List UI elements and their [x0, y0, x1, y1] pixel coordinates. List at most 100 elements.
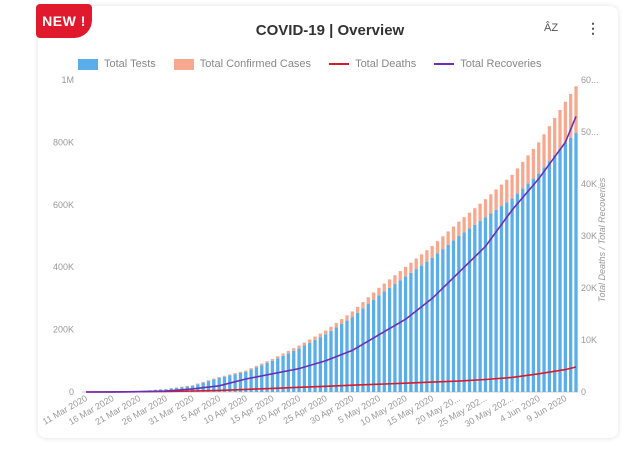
bar-total-confirmed-cases[interactable] — [281, 353, 285, 356]
bar-total-tests[interactable] — [270, 360, 275, 392]
bar-total-confirmed-cases[interactable] — [206, 380, 211, 382]
bar-total-tests[interactable] — [217, 377, 221, 392]
bar-total-confirmed-cases[interactable] — [308, 339, 312, 343]
legend-item-total-deaths[interactable]: Total Deaths — [329, 58, 416, 70]
bar-total-tests[interactable] — [286, 353, 291, 392]
bar-total-confirmed-cases[interactable] — [233, 373, 237, 375]
bar-total-tests[interactable] — [377, 295, 381, 392]
bar-total-confirmed-cases[interactable] — [286, 350, 291, 354]
bar-total-tests[interactable] — [371, 299, 376, 392]
bar-total-tests[interactable] — [499, 206, 504, 392]
legend-item-total-tests[interactable]: Total Tests — [78, 58, 156, 70]
bar-total-tests[interactable] — [249, 369, 253, 392]
legend-item-total-recoveries[interactable]: Total Recoveries — [434, 58, 542, 70]
bar-total-confirmed-cases[interactable] — [494, 189, 498, 210]
bar-total-tests[interactable] — [345, 320, 349, 392]
bar-total-confirmed-cases[interactable] — [201, 381, 205, 383]
bar-total-confirmed-cases[interactable] — [377, 287, 381, 296]
bar-total-confirmed-cases[interactable] — [318, 333, 322, 338]
bar-total-tests[interactable] — [382, 291, 386, 392]
bar-total-confirmed-cases[interactable] — [473, 208, 477, 225]
bar-total-tests[interactable] — [569, 137, 573, 392]
legend-item-total-confirmed-cases[interactable]: Total Confirmed Cases — [173, 58, 311, 70]
bar-total-confirmed-cases[interactable] — [462, 217, 466, 233]
bar-total-confirmed-cases[interactable] — [345, 315, 349, 321]
bar-total-tests[interactable] — [537, 173, 541, 392]
bar-total-tests[interactable] — [515, 193, 520, 392]
bar-total-tests[interactable] — [313, 339, 317, 392]
bar-total-confirmed-cases[interactable] — [340, 319, 344, 324]
bar-total-tests[interactable] — [542, 167, 546, 392]
bar-total-tests[interactable] — [526, 183, 530, 392]
bar-total-confirmed-cases[interactable] — [574, 86, 578, 134]
bar-total-confirmed-cases[interactable] — [521, 161, 525, 189]
bar-total-tests[interactable] — [361, 308, 365, 392]
bar-total-tests[interactable] — [521, 188, 525, 392]
more-options-icon[interactable]: ⋮ — [586, 20, 600, 36]
bar-total-tests[interactable] — [297, 348, 301, 392]
bar-total-confirmed-cases[interactable] — [387, 279, 392, 288]
bar-total-tests[interactable] — [467, 228, 472, 392]
bar-total-tests[interactable] — [276, 358, 280, 392]
bar-total-confirmed-cases[interactable] — [446, 231, 450, 245]
bar-total-confirmed-cases[interactable] — [441, 236, 445, 250]
bar-total-tests[interactable] — [302, 345, 307, 392]
bar-total-confirmed-cases[interactable] — [212, 378, 216, 380]
bar-total-tests[interactable] — [478, 221, 482, 392]
bar-total-tests[interactable] — [446, 244, 450, 392]
bar-total-confirmed-cases[interactable] — [499, 184, 504, 207]
bar-total-confirmed-cases[interactable] — [238, 371, 243, 373]
bar-total-confirmed-cases[interactable] — [483, 199, 488, 218]
bar-total-tests[interactable] — [355, 312, 360, 392]
bar-total-confirmed-cases[interactable] — [457, 221, 461, 236]
line-total-recoveries[interactable] — [85, 116, 577, 393]
bar-total-tests[interactable] — [553, 154, 557, 392]
bar-total-tests[interactable] — [387, 287, 392, 392]
bar-total-confirmed-cases[interactable] — [515, 168, 520, 194]
bar-total-confirmed-cases[interactable] — [531, 148, 536, 179]
bar-total-confirmed-cases[interactable] — [430, 245, 434, 258]
bar-total-confirmed-cases[interactable] — [451, 226, 456, 241]
bar-total-confirmed-cases[interactable] — [537, 142, 541, 174]
bar-total-confirmed-cases[interactable] — [435, 241, 440, 254]
bar-total-confirmed-cases[interactable] — [505, 179, 509, 203]
bar-total-tests[interactable] — [254, 367, 259, 392]
bar-total-tests[interactable] — [574, 133, 578, 393]
bar-total-tests[interactable] — [441, 249, 445, 392]
bar-total-tests[interactable] — [435, 253, 440, 392]
bar-total-confirmed-cases[interactable] — [382, 283, 386, 292]
bar-total-tests[interactable] — [457, 236, 461, 392]
bar-total-tests[interactable] — [281, 355, 285, 392]
bar-total-tests[interactable] — [409, 272, 413, 392]
bar-total-tests[interactable] — [350, 317, 354, 392]
bar-total-confirmed-cases[interactable] — [217, 377, 221, 378]
bar-total-tests[interactable] — [547, 161, 552, 392]
bar-total-confirmed-cases[interactable] — [190, 385, 195, 386]
bar-total-confirmed-cases[interactable] — [228, 374, 232, 376]
bar-total-confirmed-cases[interactable] — [547, 126, 552, 162]
bar-total-tests[interactable] — [483, 217, 488, 392]
bar-total-confirmed-cases[interactable] — [265, 361, 269, 363]
bar-total-tests[interactable] — [324, 334, 328, 392]
bar-total-confirmed-cases[interactable] — [371, 292, 376, 300]
bar-total-tests[interactable] — [366, 304, 370, 392]
bar-total-confirmed-cases[interactable] — [355, 306, 360, 313]
bar-total-confirmed-cases[interactable] — [409, 262, 413, 273]
bar-total-confirmed-cases[interactable] — [244, 370, 248, 372]
bar-total-tests[interactable] — [244, 371, 248, 392]
bar-total-tests[interactable] — [308, 342, 312, 392]
bar-total-confirmed-cases[interactable] — [489, 194, 493, 214]
bar-total-tests[interactable] — [265, 362, 269, 392]
bar-total-confirmed-cases[interactable] — [398, 271, 402, 281]
bar-total-confirmed-cases[interactable] — [526, 155, 530, 184]
bar-total-tests[interactable] — [494, 209, 498, 392]
bar-total-confirmed-cases[interactable] — [350, 311, 354, 318]
bar-total-confirmed-cases[interactable] — [254, 365, 259, 368]
bar-total-confirmed-cases[interactable] — [510, 174, 514, 199]
bar-total-tests[interactable] — [393, 284, 397, 392]
bar-total-confirmed-cases[interactable] — [361, 302, 365, 309]
bar-total-confirmed-cases[interactable] — [185, 385, 189, 387]
bar-total-confirmed-cases[interactable] — [478, 203, 482, 222]
bar-total-tests[interactable] — [558, 148, 562, 392]
bar-total-tests[interactable] — [329, 330, 333, 392]
